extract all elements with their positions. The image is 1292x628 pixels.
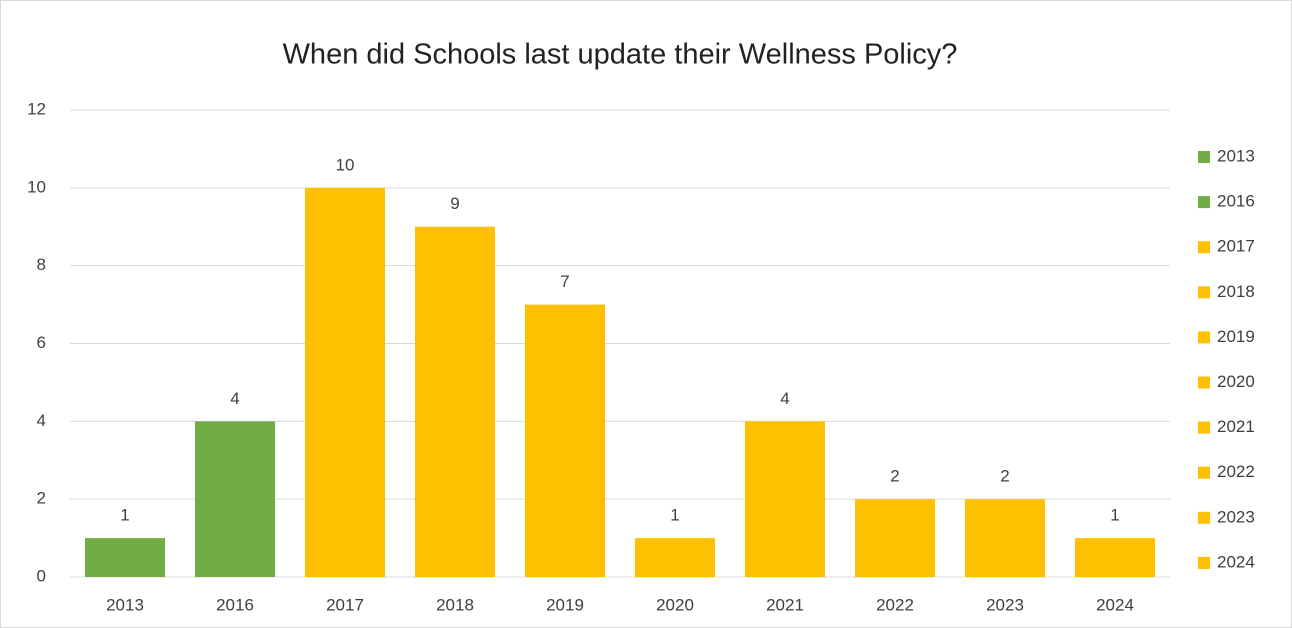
bar xyxy=(1075,538,1155,577)
legend-label: 2024 xyxy=(1217,552,1255,571)
data-label: 2 xyxy=(890,467,899,486)
legend-label: 2013 xyxy=(1217,146,1255,165)
bar xyxy=(965,499,1045,577)
legend-label: 2018 xyxy=(1217,282,1255,301)
y-tick-label: 2 xyxy=(37,489,46,508)
y-tick-label: 8 xyxy=(37,255,46,274)
data-label: 4 xyxy=(780,389,789,408)
x-tick-label: 2024 xyxy=(1096,595,1134,614)
bar xyxy=(195,421,275,577)
data-label: 10 xyxy=(336,155,355,174)
legend-swatch xyxy=(1198,556,1210,569)
x-tick-label: 2020 xyxy=(656,595,694,614)
legend-label: 2019 xyxy=(1217,327,1255,346)
legend-swatch xyxy=(1198,196,1210,209)
y-tick-label: 10 xyxy=(27,177,46,196)
y-tick-label: 12 xyxy=(27,99,46,118)
x-tick-label: 2018 xyxy=(436,595,474,614)
data-label: 9 xyxy=(450,194,459,213)
legend-label: 2023 xyxy=(1217,507,1255,526)
data-label: 7 xyxy=(560,272,569,291)
bar xyxy=(305,187,385,578)
x-tick-label: 2022 xyxy=(876,595,914,614)
x-tick-label: 2013 xyxy=(106,595,144,614)
legend-label: 2021 xyxy=(1217,417,1255,436)
legend-swatch xyxy=(1198,376,1210,389)
legend-label: 2020 xyxy=(1217,372,1255,391)
legend-swatch xyxy=(1198,331,1210,344)
y-tick-label: 0 xyxy=(37,566,46,585)
bar xyxy=(415,226,495,577)
data-label: 4 xyxy=(230,389,239,408)
x-tick-label: 2021 xyxy=(766,595,804,614)
data-label: 1 xyxy=(1110,506,1119,525)
bar xyxy=(855,499,935,577)
y-tick-label: 4 xyxy=(37,411,46,430)
legend-label: 2016 xyxy=(1217,192,1255,211)
chart-title: When did Schools last update their Welln… xyxy=(283,39,958,71)
x-tick-label: 2016 xyxy=(216,595,254,614)
legend-label: 2022 xyxy=(1217,462,1255,481)
legend-swatch xyxy=(1198,151,1210,163)
data-label: 2 xyxy=(1000,467,1009,486)
bar xyxy=(525,304,605,577)
bar xyxy=(635,538,715,577)
bar xyxy=(745,421,825,577)
legend-swatch xyxy=(1198,286,1210,299)
legend-swatch xyxy=(1198,421,1210,434)
legend-label: 2017 xyxy=(1217,237,1255,256)
data-label: 1 xyxy=(120,506,129,525)
x-tick-label: 2017 xyxy=(326,595,364,614)
legend-swatch xyxy=(1198,466,1210,479)
x-tick-label: 2023 xyxy=(986,595,1024,614)
data-label: 1 xyxy=(670,506,679,525)
legend-swatch xyxy=(1198,511,1210,524)
x-tick-label: 2019 xyxy=(546,595,584,614)
y-tick-label: 6 xyxy=(37,333,46,352)
bar xyxy=(85,538,165,577)
legend-swatch xyxy=(1198,241,1210,254)
